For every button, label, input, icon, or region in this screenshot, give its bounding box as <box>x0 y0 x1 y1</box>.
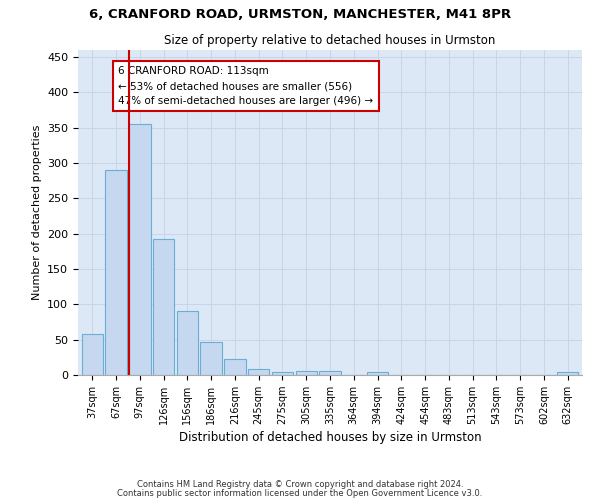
Text: 6 CRANFORD ROAD: 113sqm
← 53% of detached houses are smaller (556)
47% of semi-d: 6 CRANFORD ROAD: 113sqm ← 53% of detache… <box>118 66 373 106</box>
Bar <box>106 170 127 375</box>
Bar <box>319 372 341 375</box>
Bar <box>272 372 293 375</box>
Bar <box>224 360 245 375</box>
Text: Contains public sector information licensed under the Open Government Licence v3: Contains public sector information licen… <box>118 489 482 498</box>
Bar <box>129 124 151 375</box>
Bar <box>200 342 222 375</box>
Bar <box>176 310 198 375</box>
Bar <box>296 372 317 375</box>
Y-axis label: Number of detached properties: Number of detached properties <box>32 125 41 300</box>
Text: 6, CRANFORD ROAD, URMSTON, MANCHESTER, M41 8PR: 6, CRANFORD ROAD, URMSTON, MANCHESTER, M… <box>89 8 511 20</box>
Bar <box>248 368 269 375</box>
Text: Contains HM Land Registry data © Crown copyright and database right 2024.: Contains HM Land Registry data © Crown c… <box>137 480 463 489</box>
X-axis label: Distribution of detached houses by size in Urmston: Distribution of detached houses by size … <box>179 431 481 444</box>
Bar <box>557 372 578 375</box>
Title: Size of property relative to detached houses in Urmston: Size of property relative to detached ho… <box>164 34 496 48</box>
Bar <box>367 372 388 375</box>
Bar <box>82 334 103 375</box>
Bar <box>153 238 174 375</box>
